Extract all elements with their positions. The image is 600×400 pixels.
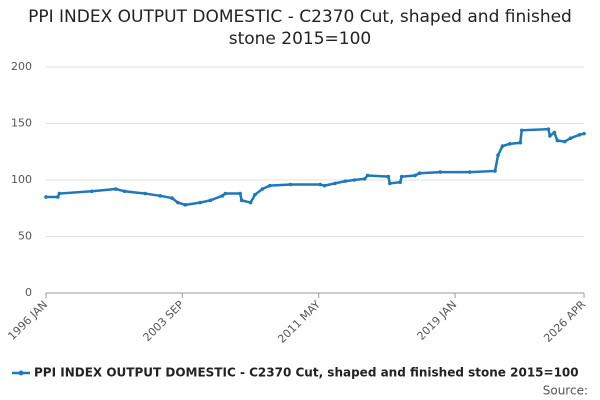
legend-marker (18, 370, 24, 376)
point (223, 191, 228, 196)
point (496, 153, 500, 157)
point (548, 134, 552, 138)
series-line (46, 127, 585, 207)
point (546, 127, 551, 131)
point (388, 181, 392, 186)
y-tick-label: 100 (11, 173, 32, 186)
point (519, 128, 524, 133)
point (170, 196, 174, 200)
point (352, 178, 357, 182)
point (288, 182, 293, 187)
point (322, 183, 327, 188)
point (208, 198, 213, 203)
point (398, 180, 403, 185)
point (220, 194, 225, 198)
point (333, 181, 337, 186)
x-tick-label: 2026 APR (541, 298, 588, 345)
point (253, 192, 257, 197)
point (158, 194, 162, 198)
point (239, 198, 244, 203)
point (562, 139, 567, 144)
point (183, 203, 188, 207)
x-tick-label: 2019 JAN (415, 298, 460, 343)
y-tick-label: 150 (11, 117, 32, 130)
x-tick-label: 2003 SEP (141, 298, 187, 344)
source: Source: (543, 384, 588, 398)
point (56, 195, 60, 199)
point (518, 140, 523, 145)
point (582, 131, 586, 136)
point (318, 182, 322, 187)
point (468, 170, 472, 174)
point (365, 173, 370, 178)
point (122, 189, 127, 194)
y-tick-label: 0 (25, 286, 32, 299)
point (198, 200, 202, 205)
point (248, 200, 253, 205)
point (399, 174, 404, 179)
point (113, 187, 118, 191)
point (57, 191, 62, 196)
point (568, 136, 573, 140)
point (438, 170, 443, 174)
y-tick-label: 50 (18, 230, 32, 243)
point (493, 169, 497, 173)
point (176, 200, 180, 205)
point (500, 144, 505, 148)
point (417, 171, 422, 176)
y-tick-label: 200 (11, 60, 32, 73)
point (343, 179, 348, 183)
point (577, 133, 582, 137)
chart-title: PPI INDEX OUTPUT DOMESTIC - C2370 Cut, s… (28, 7, 572, 49)
point (143, 191, 148, 196)
legend-label: PPI INDEX OUTPUT DOMESTIC - C2370 Cut, s… (34, 366, 579, 380)
point (260, 187, 265, 191)
point (362, 177, 367, 181)
point (413, 173, 417, 178)
point (44, 195, 48, 199)
point (90, 189, 94, 194)
point (555, 138, 560, 143)
x-tick-label: 1996 JAN (5, 298, 50, 343)
point (267, 183, 272, 188)
point (508, 142, 512, 146)
point (552, 130, 557, 135)
point (238, 191, 242, 196)
point (386, 174, 391, 179)
x-tick-label: 2011 MAY (275, 298, 323, 346)
